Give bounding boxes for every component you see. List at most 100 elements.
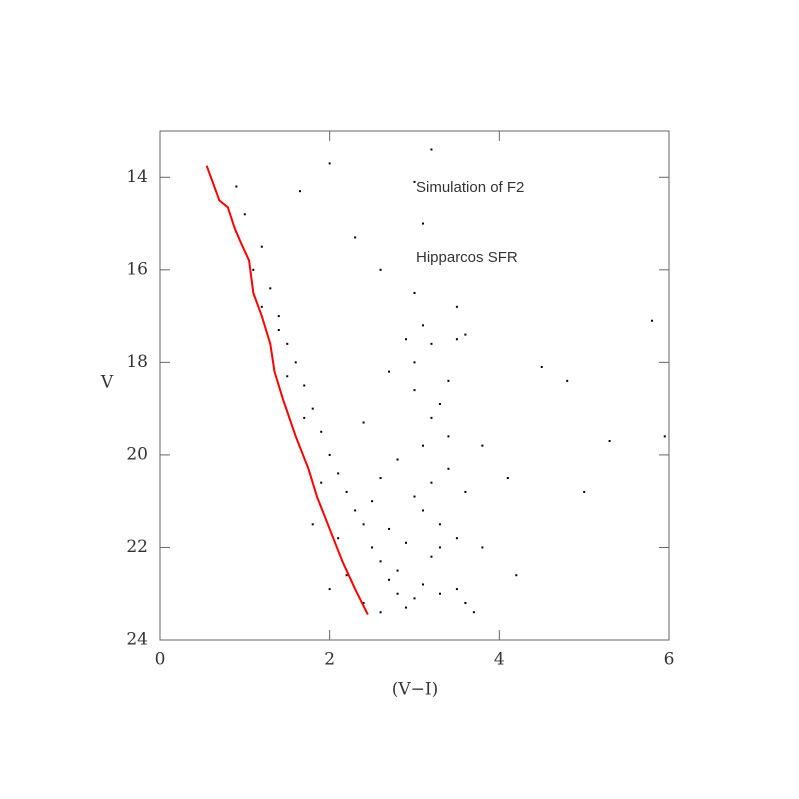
star-point [286, 342, 289, 345]
star-point [269, 287, 272, 290]
star-point [447, 379, 450, 382]
star-point [430, 555, 433, 558]
star-point [413, 180, 416, 183]
star-point [464, 490, 467, 493]
star-point [320, 430, 323, 433]
star-point [430, 481, 433, 484]
star-point [583, 490, 586, 493]
y-tick-label: 24 [126, 630, 148, 650]
star-point [608, 440, 611, 443]
star-point [413, 597, 416, 600]
star-point [413, 291, 416, 294]
star-point [663, 435, 666, 438]
star-point [447, 467, 450, 470]
star-point [566, 379, 569, 382]
star-point [252, 268, 255, 271]
star-point [328, 162, 331, 165]
star-point [345, 490, 348, 493]
star-point [421, 509, 424, 512]
star-point [388, 527, 391, 530]
star-point [362, 601, 365, 604]
plot-frame [159, 130, 670, 641]
star-point [421, 222, 424, 225]
star-point [328, 453, 331, 456]
star-point [421, 324, 424, 327]
star-point [540, 365, 543, 368]
star-point [413, 389, 416, 392]
star-point [354, 236, 357, 239]
star-point [235, 185, 238, 188]
star-point [430, 148, 433, 151]
star-point [421, 444, 424, 447]
star-point [277, 328, 280, 331]
star-point [455, 588, 458, 591]
star-point [371, 546, 374, 549]
x-tick-label: 6 [664, 650, 675, 670]
star-point [311, 523, 314, 526]
star-point [405, 541, 408, 544]
star-point [455, 338, 458, 341]
star-point [438, 523, 441, 526]
y-axis-label: V [100, 373, 114, 393]
star-point [438, 592, 441, 595]
star-point [337, 472, 340, 475]
star-point [421, 583, 424, 586]
star-point [379, 560, 382, 563]
star-point [413, 361, 416, 364]
star-point [481, 444, 484, 447]
star-point [388, 578, 391, 581]
star-point [303, 416, 306, 419]
star-point [396, 458, 399, 461]
x-tick-label: 4 [494, 650, 505, 670]
star-point [388, 370, 391, 373]
y-tick-label: 22 [126, 537, 148, 557]
star-point [345, 574, 348, 577]
star-point [294, 361, 297, 364]
star-point [286, 375, 289, 378]
star-point [311, 407, 314, 410]
star-point [337, 537, 340, 540]
x-axis-label: (V−I) [392, 680, 439, 700]
star-point [413, 495, 416, 498]
star-point [447, 435, 450, 438]
annotation: Simulation of F2 [416, 179, 524, 196]
star-point [438, 546, 441, 549]
star-point [506, 477, 509, 480]
annotation: Hipparcos SFR [416, 249, 518, 266]
star-point [328, 588, 331, 591]
star-point [396, 592, 399, 595]
star-point [464, 333, 467, 336]
star-point [651, 319, 654, 322]
star-point [354, 509, 357, 512]
star-point [379, 268, 382, 271]
star-point [243, 213, 246, 216]
x-tick-label: 0 [155, 650, 166, 670]
y-tick-label: 16 [126, 259, 148, 279]
star-point [379, 611, 382, 614]
star-point [303, 384, 306, 387]
star-point [430, 416, 433, 419]
star-point [277, 315, 280, 318]
star-point [371, 500, 374, 503]
star-point [455, 537, 458, 540]
star-point [438, 403, 441, 406]
star-point [298, 190, 301, 193]
star-point [260, 305, 263, 308]
star-point [455, 305, 458, 308]
star-point [362, 523, 365, 526]
y-tick-label: 18 [126, 352, 148, 372]
star-point [320, 481, 323, 484]
y-tick-label: 20 [126, 444, 148, 464]
star-point [430, 342, 433, 345]
star-point [396, 569, 399, 572]
star-point [260, 245, 263, 248]
star-point [362, 421, 365, 424]
star-point [405, 606, 408, 609]
star-point [379, 477, 382, 480]
star-point [481, 546, 484, 549]
isochrone-line [205, 165, 369, 615]
star-point [405, 338, 408, 341]
star-point [515, 574, 518, 577]
y-tick-label: 14 [126, 167, 148, 187]
